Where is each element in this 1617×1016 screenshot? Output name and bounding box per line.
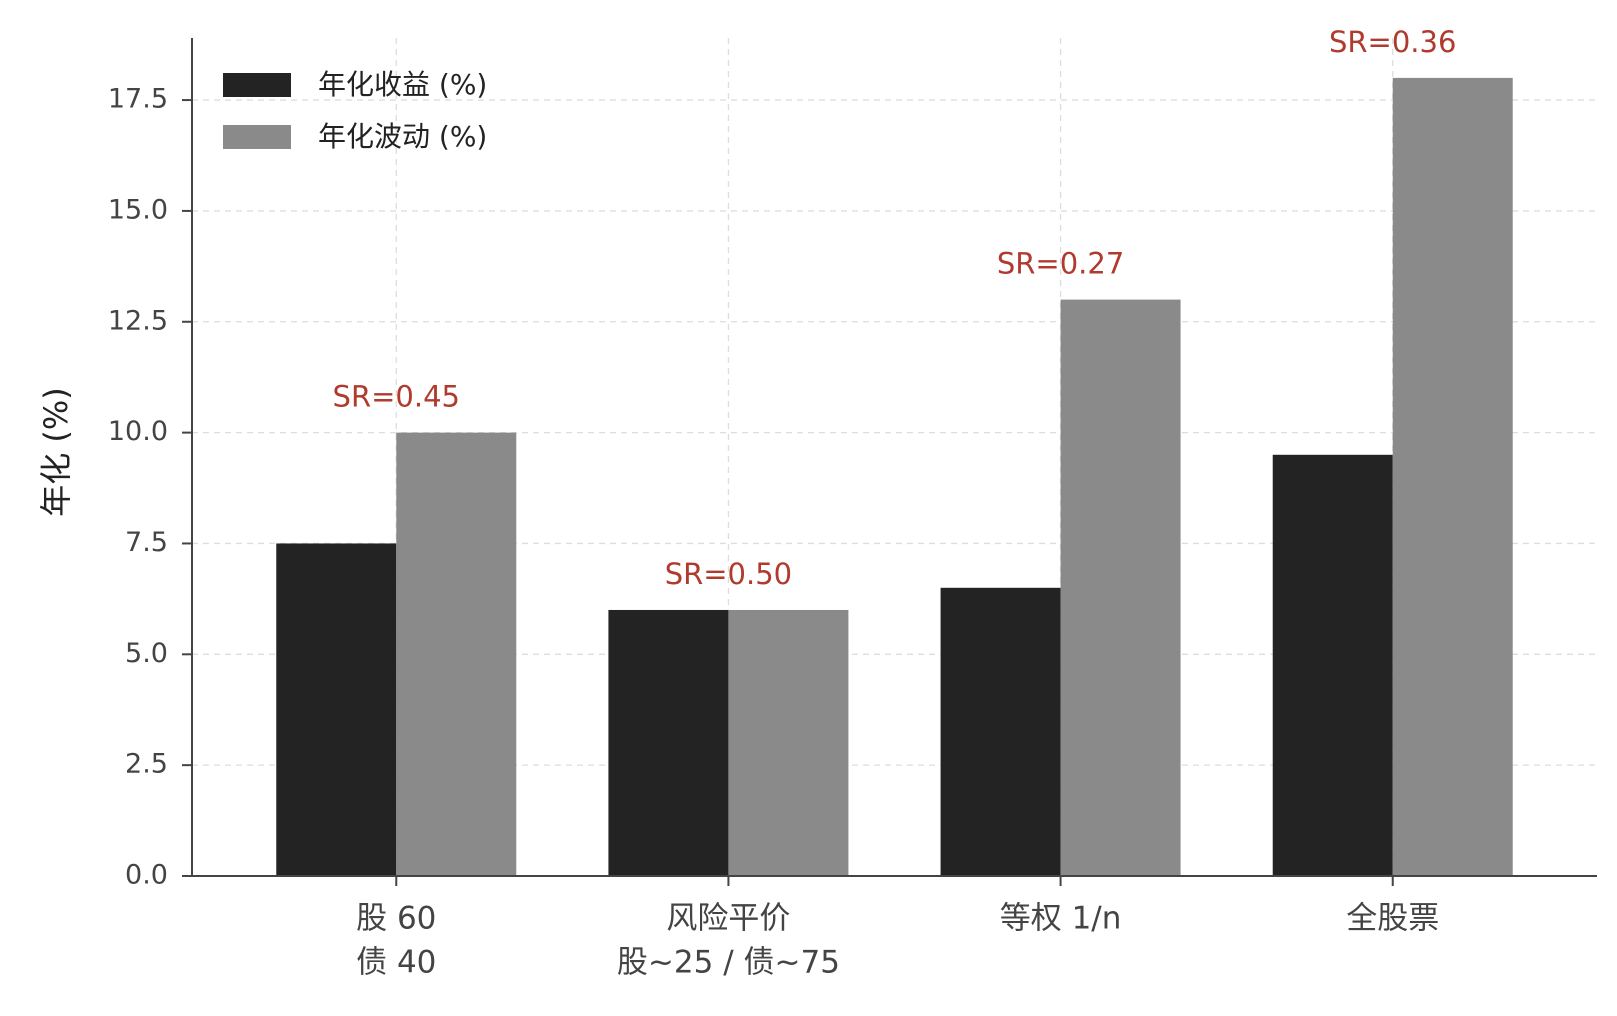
legend-label-return: 年化收益 (%): [318, 68, 487, 101]
y-tick-label: 15.0: [108, 194, 168, 225]
bar-volatility: [396, 432, 517, 876]
y-tick-label: 0.0: [125, 860, 168, 891]
y-tick-label: 5.0: [125, 638, 168, 669]
y-axis-title: 年化 (%): [37, 387, 75, 517]
bar-return: [608, 609, 729, 876]
legend-swatch-volatility: [223, 125, 291, 149]
y-tick-label: 10.0: [108, 416, 168, 447]
sr-annotation: SR=0.45: [333, 380, 460, 414]
bar-volatility: [1392, 77, 1513, 876]
sr-annotation: SR=0.36: [1329, 25, 1456, 59]
y-tick-label: 12.5: [108, 305, 168, 336]
legend: 年化收益 (%) 年化波动 (%): [223, 68, 487, 153]
bar-return: [1272, 454, 1393, 876]
x-category-label: 等权 1/n: [1000, 901, 1122, 937]
bar-volatility: [1060, 299, 1181, 876]
bar-return: [940, 587, 1061, 876]
x-category-label: 股 60: [356, 901, 436, 937]
legend-label-volatility: 年化波动 (%): [318, 120, 487, 153]
sr-annotation: SR=0.27: [997, 247, 1124, 281]
y-tick-label: 17.5: [108, 84, 168, 115]
bar-return: [276, 543, 397, 876]
y-tick-label: 2.5: [125, 749, 168, 780]
axes: [182, 38, 1597, 886]
legend-swatch-return: [223, 73, 291, 97]
bar-volatility: [728, 609, 849, 876]
x-category-label: 全股票: [1346, 901, 1439, 937]
x-category-label: 股~25 / 债~75: [617, 945, 840, 981]
sr-annotation: SR=0.50: [665, 557, 792, 591]
x-category-label: 债 40: [356, 945, 436, 981]
y-tick-label: 7.5: [125, 527, 168, 558]
sr-annotations: SR=0.45 SR=0.50 SR=0.27 SR=0.36: [333, 25, 1457, 591]
tick-labels: 0.0 2.5 5.0 7.5 10.0 12.5 15.0 17.5 股 60 债 40 风险平价…: [108, 84, 1439, 981]
x-category-label: 风险平价: [666, 901, 790, 937]
bars: [276, 77, 1513, 876]
